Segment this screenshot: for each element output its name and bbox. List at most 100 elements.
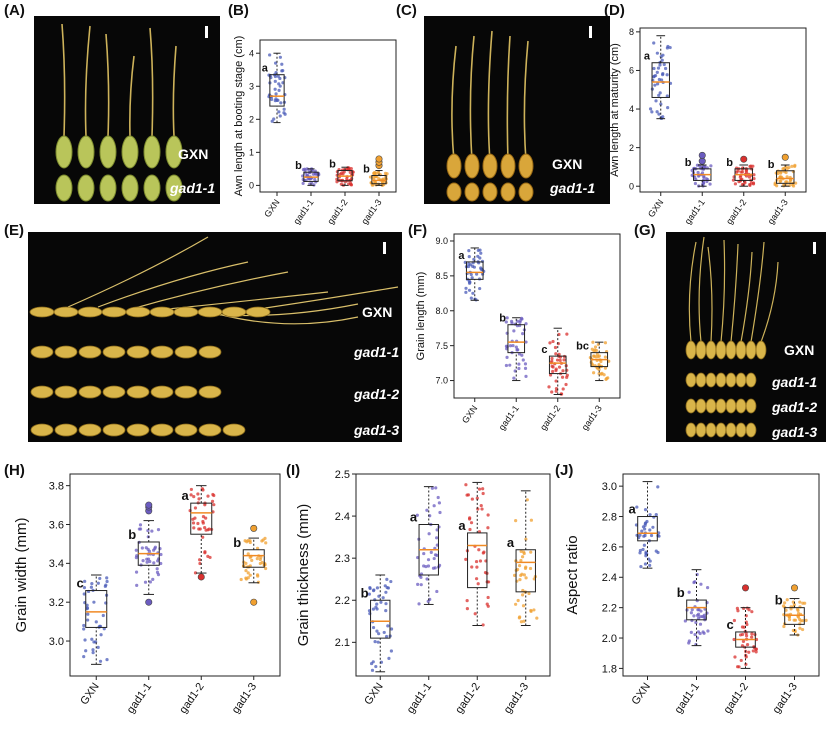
data-point	[212, 493, 216, 498]
data-point	[471, 291, 475, 295]
data-point	[464, 483, 468, 487]
data-point	[517, 366, 521, 371]
data-point	[244, 561, 248, 565]
data-point	[384, 634, 389, 639]
data-point	[508, 363, 512, 367]
data-point	[196, 521, 200, 526]
scale-bar	[813, 242, 816, 254]
data-point	[477, 487, 482, 491]
data-point	[643, 507, 648, 512]
y-tick-label: 3.4	[49, 558, 64, 570]
data-point	[192, 494, 196, 499]
box	[465, 261, 484, 280]
data-point	[270, 97, 274, 101]
grain-photo-c	[446, 30, 534, 202]
outlier-point	[698, 151, 706, 159]
data-point	[642, 543, 646, 547]
data-point	[787, 617, 792, 622]
data-point	[134, 548, 138, 552]
data-point	[370, 668, 375, 672]
data-point	[376, 640, 380, 644]
box	[371, 174, 387, 185]
data-point	[666, 106, 670, 110]
data-point	[431, 566, 436, 570]
data-point	[385, 585, 389, 590]
data-point	[781, 167, 785, 171]
data-point	[374, 605, 378, 609]
data-point	[389, 649, 393, 653]
data-point	[82, 655, 86, 659]
significance-letter: c	[77, 576, 84, 591]
data-point	[504, 344, 509, 348]
data-point	[547, 385, 551, 389]
x-tick-label: gad1-1	[405, 681, 434, 716]
significance-letter: a	[507, 535, 515, 550]
data-point	[603, 341, 608, 345]
data-point	[659, 102, 663, 106]
data-point	[643, 562, 648, 566]
grain-photo-e	[29, 236, 399, 437]
data-point	[654, 513, 658, 517]
data-point	[515, 348, 519, 352]
data-point	[697, 163, 702, 168]
panel-label-i: (I)	[286, 462, 301, 479]
data-point	[148, 559, 152, 564]
data-point	[591, 340, 595, 344]
box	[337, 170, 353, 182]
data-point	[104, 583, 108, 587]
data-point	[371, 589, 376, 593]
data-point	[696, 612, 701, 616]
photo-label-gad1-1: gad1-1	[170, 180, 216, 196]
data-point	[278, 55, 282, 59]
data-point	[255, 557, 259, 561]
data-point	[706, 585, 710, 590]
data-point	[481, 491, 485, 496]
data-point	[736, 609, 740, 613]
data-point	[469, 521, 474, 525]
chart-d: 0 2 4 6 8 Awn length at maturity (cm) GXN gad1-…	[609, 27, 807, 226]
data-point	[606, 376, 610, 380]
outlier-point	[250, 598, 258, 606]
outlier-point	[742, 584, 750, 592]
data-point	[750, 635, 754, 639]
data-point	[435, 589, 439, 594]
data-point	[505, 355, 509, 359]
data-point	[342, 170, 346, 174]
data-point	[436, 495, 440, 500]
data-point	[99, 633, 103, 637]
data-point	[486, 580, 491, 584]
data-point	[105, 579, 109, 584]
data-point	[155, 570, 160, 574]
data-point	[94, 620, 98, 624]
data-point	[264, 541, 268, 545]
data-point	[369, 661, 374, 666]
data-point	[750, 632, 754, 636]
data-point	[532, 608, 536, 612]
data-point	[422, 551, 426, 556]
data-point	[435, 536, 439, 540]
data-point	[638, 551, 642, 555]
data-point	[702, 174, 706, 178]
data-point	[263, 536, 267, 541]
data-point	[193, 516, 197, 520]
data-point	[474, 559, 479, 564]
x-tick-label: gad1-3	[580, 403, 604, 432]
x-tick-label: gad1-1	[683, 197, 707, 226]
panel-label-e: (E)	[4, 222, 24, 239]
data-point	[788, 178, 793, 182]
data-point	[134, 556, 138, 560]
data-point	[529, 518, 533, 522]
data-point	[661, 53, 665, 57]
data-point	[486, 513, 490, 517]
photo-label-gad1-3: gad1-3	[772, 424, 818, 440]
data-point	[773, 181, 777, 185]
y-axis-label: Grain length (mm)	[415, 272, 427, 361]
box	[515, 549, 536, 593]
box	[269, 74, 285, 107]
data-point	[389, 627, 394, 631]
data-point	[522, 619, 526, 623]
photo-label-gad1-1: gad1-1	[354, 344, 400, 360]
data-point	[273, 87, 277, 91]
data-point	[470, 565, 474, 569]
data-point	[473, 612, 477, 616]
